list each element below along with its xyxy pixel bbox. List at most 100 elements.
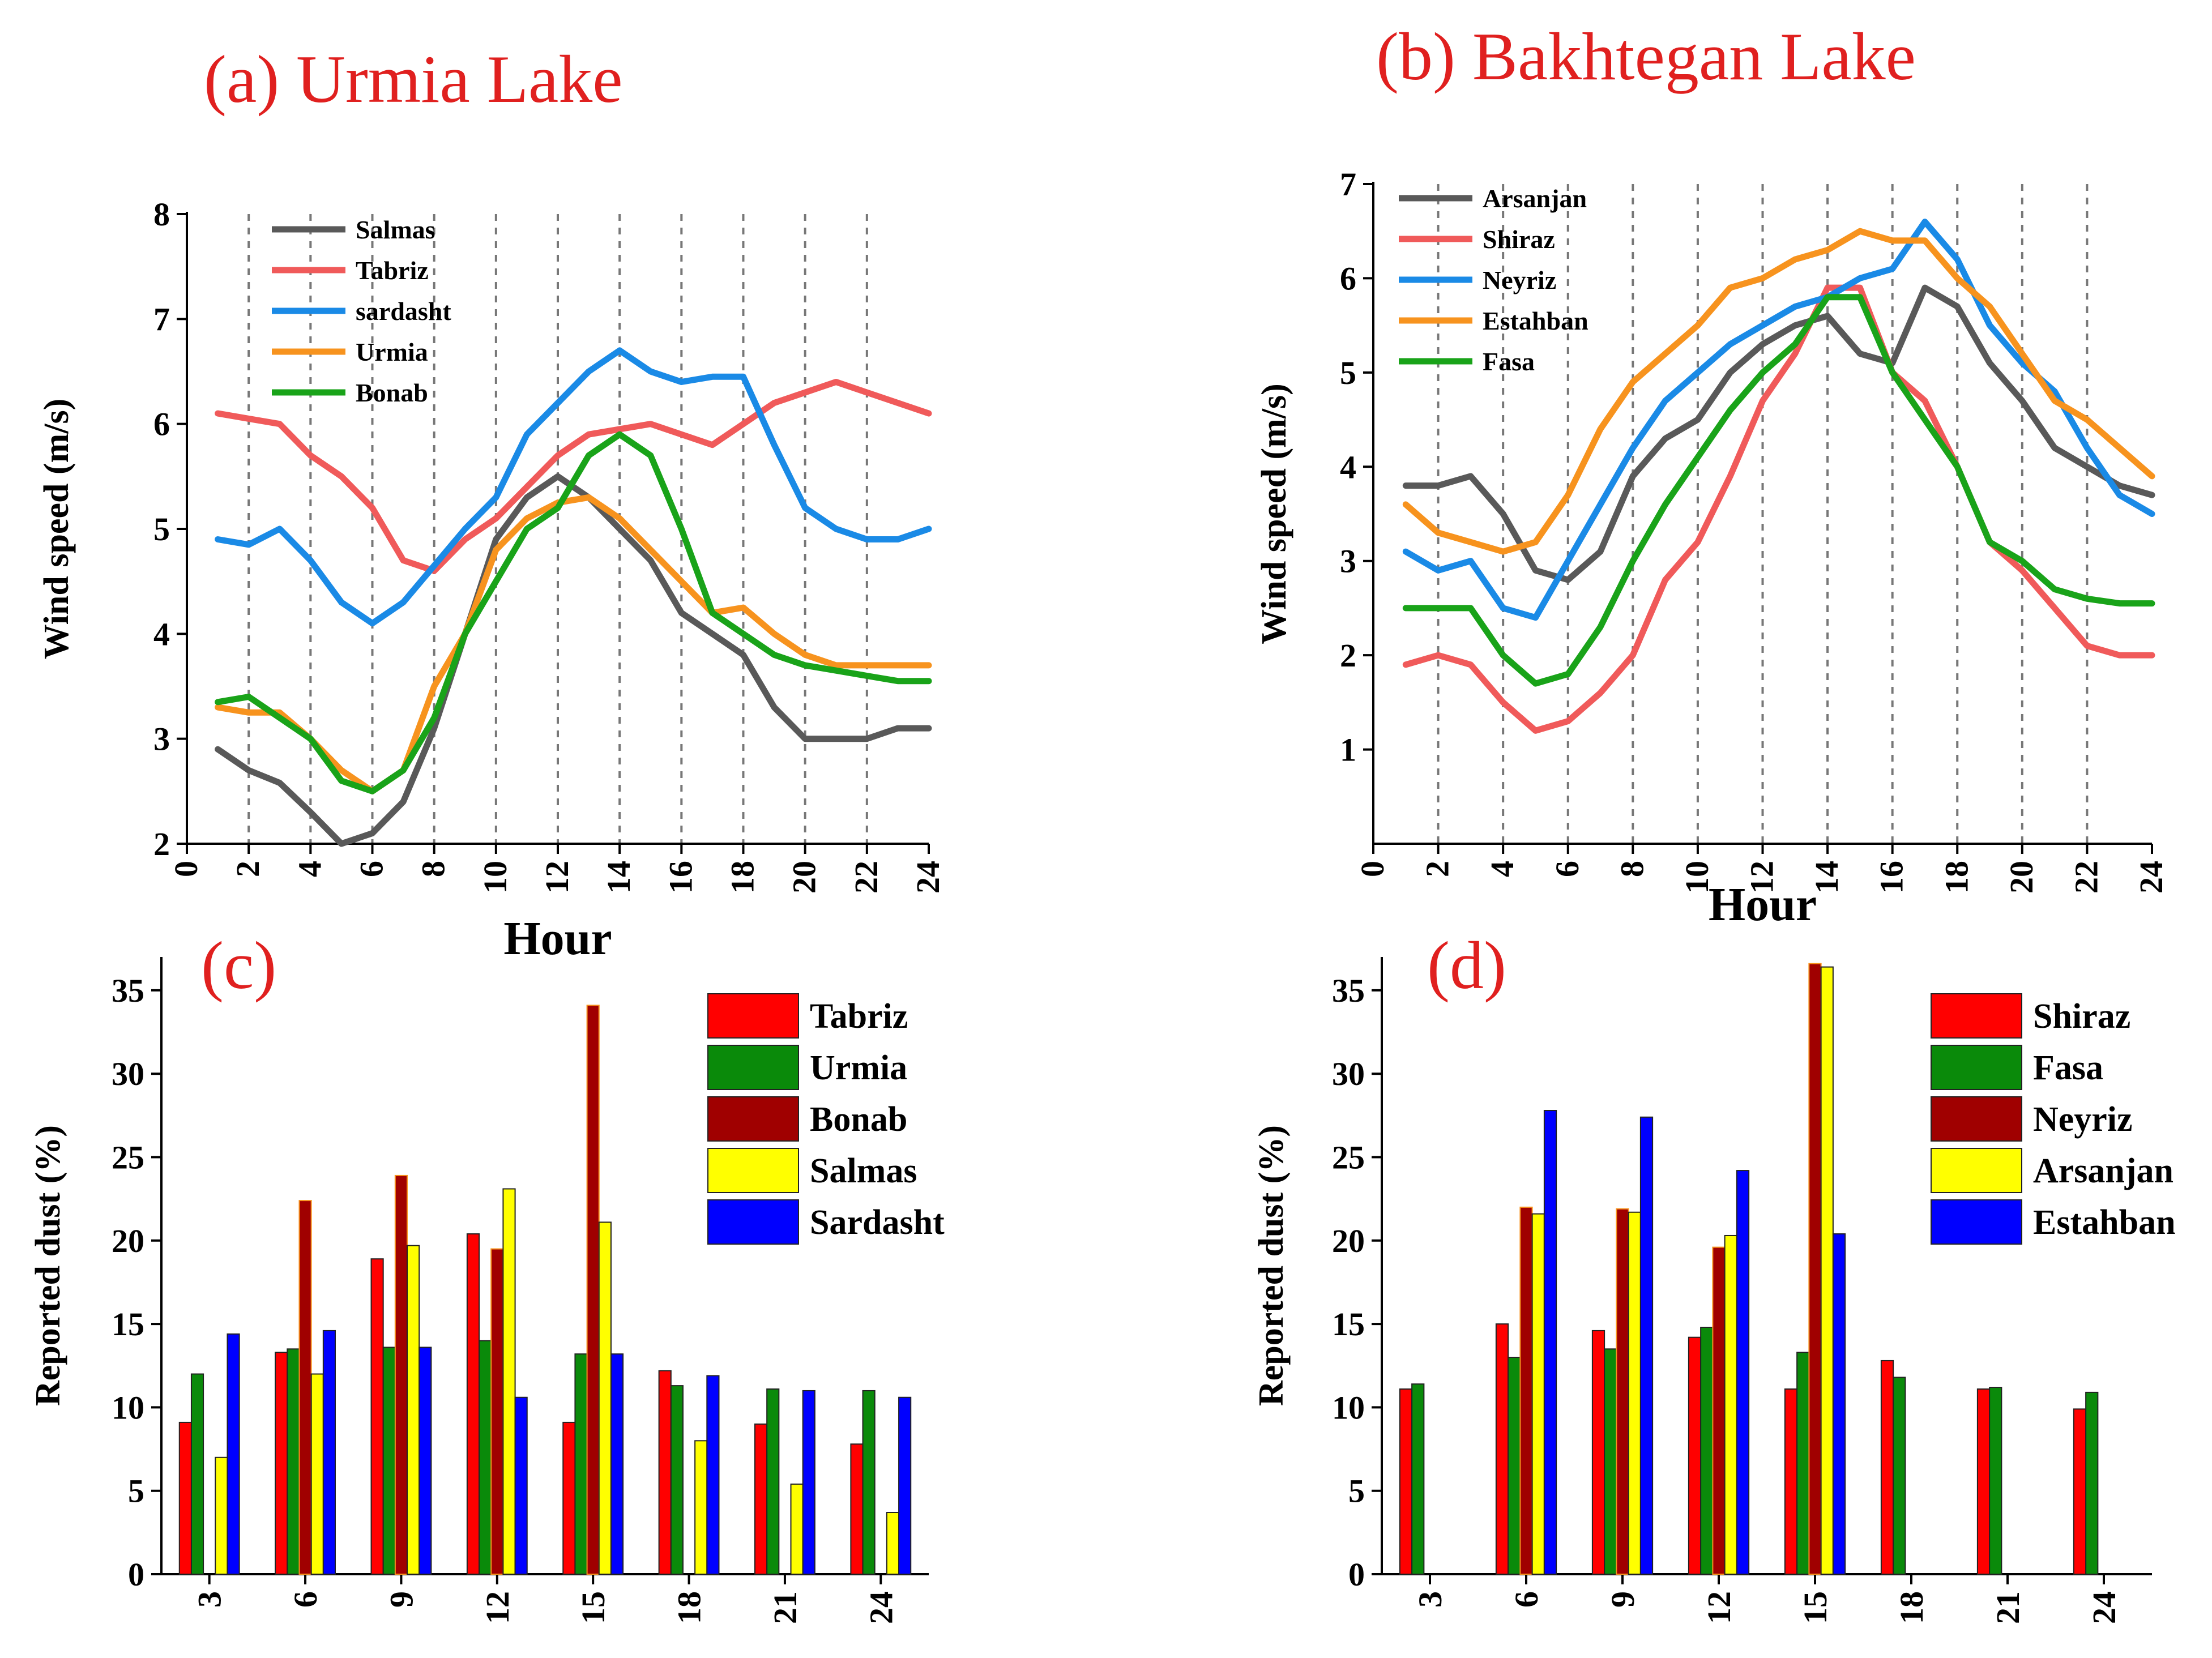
- panel-title: (d): [1427, 928, 1506, 1003]
- y-tick-label: 25: [1332, 1139, 1365, 1176]
- legend-label: Arsanjan: [1483, 184, 1587, 213]
- bar-fasa: [1700, 1327, 1714, 1575]
- bar-tabriz: [658, 1370, 672, 1575]
- bar-urmia: [479, 1340, 492, 1575]
- series-line-tabriz: [215, 379, 932, 574]
- x-tick-label: 12: [479, 1591, 516, 1624]
- x-tick-label: 21: [1989, 1591, 2026, 1624]
- bar-bonab: [298, 1200, 312, 1575]
- legend-swatch: [707, 1045, 799, 1090]
- bar-shiraz: [1784, 1388, 1798, 1575]
- x-axis-label: Hour: [503, 912, 612, 965]
- series-line-shiraz: [1402, 284, 2155, 734]
- bar-estahban: [1639, 1116, 1654, 1575]
- bar-salmas: [310, 1373, 324, 1575]
- y-tick-label: 1: [1340, 732, 1356, 768]
- bar-arsanjan: [1628, 1211, 1641, 1575]
- legend-label: Fasa: [2033, 1049, 2103, 1087]
- legend-swatch: [1931, 1148, 2022, 1193]
- x-tick-label: 16: [662, 861, 699, 894]
- series-line-sardasht: [215, 347, 932, 627]
- x-tick-label: 12: [1744, 861, 1780, 894]
- legend-label: Tabriz: [356, 256, 429, 285]
- y-axis-label: Reported dust (%): [1252, 1125, 1291, 1406]
- y-axis-label: Wind speed (m/s): [1255, 383, 1293, 644]
- bar-urmia: [190, 1373, 204, 1575]
- x-tick-label: 4: [1484, 861, 1521, 877]
- x-tick-label: 12: [539, 861, 575, 894]
- bar-fasa: [1604, 1348, 1617, 1575]
- y-tick-label: 35: [112, 972, 144, 1009]
- x-tick-label: 2: [1419, 861, 1456, 877]
- y-tick-label: 3: [153, 721, 170, 758]
- y-tick-label: 3: [1340, 543, 1356, 580]
- bar-fasa: [1796, 1352, 1810, 1575]
- bar-shiraz: [1880, 1360, 1894, 1575]
- legend-label: Salmas: [356, 215, 435, 244]
- bar-arsanjan: [1724, 1234, 1737, 1575]
- bar-arsanjan: [1820, 966, 1834, 1575]
- x-tick-label: 2: [229, 861, 266, 877]
- x-tick-label: 0: [168, 861, 204, 877]
- panel-title: (c): [201, 928, 276, 1003]
- y-axis-label: Reported dust (%): [29, 1125, 67, 1406]
- legend-label: sardasht: [356, 297, 451, 326]
- x-tick-label: 22: [2068, 861, 2104, 894]
- bar-urmia: [574, 1353, 588, 1575]
- y-tick-label: 15: [1332, 1306, 1365, 1343]
- legend-label: Bonab: [356, 378, 428, 407]
- bar-neyriz: [1808, 963, 1822, 1575]
- bar-shiraz: [1591, 1330, 1605, 1575]
- bar-urmia: [862, 1390, 876, 1575]
- x-tick-label: 18: [671, 1591, 708, 1624]
- bar-tabriz: [754, 1423, 768, 1575]
- bar-fasa: [1411, 1383, 1425, 1575]
- legend-swatch: [707, 993, 799, 1039]
- y-tick-label: 6: [1340, 260, 1356, 297]
- x-tick-label: 20: [2003, 861, 2040, 894]
- legend-swatch: [707, 1199, 799, 1245]
- y-tick-label: 7: [153, 301, 170, 337]
- bar-neyriz: [1519, 1206, 1533, 1575]
- bar-tabriz: [850, 1443, 864, 1575]
- bar-estahban: [1832, 1233, 1846, 1575]
- bar-shiraz: [1976, 1388, 1991, 1575]
- bar-bonab: [394, 1174, 408, 1575]
- bar-neyriz: [1616, 1208, 1629, 1575]
- x-tick-label: 10: [1679, 861, 1715, 894]
- x-tick-label: 10: [477, 861, 514, 894]
- legend-label: Bonab: [810, 1100, 907, 1139]
- legend-label: Neyriz: [1483, 266, 1556, 294]
- y-tick-label: 30: [112, 1056, 144, 1092]
- y-tick-label: 2: [1340, 637, 1356, 674]
- x-tick-label: 20: [786, 861, 823, 894]
- x-tick-label: 8: [415, 861, 452, 877]
- bar-sardasht: [802, 1390, 815, 1575]
- series-line-neyriz: [1402, 219, 2155, 621]
- series-line-arsanjan: [1402, 284, 2155, 583]
- legend-swatch: [1931, 1096, 2022, 1142]
- bar-salmas: [598, 1221, 612, 1575]
- x-tick-label: 24: [2086, 1591, 2123, 1624]
- bar-salmas: [407, 1245, 420, 1575]
- x-tick-label: 3: [191, 1591, 228, 1608]
- y-tick-label: 20: [112, 1223, 144, 1259]
- bar-fasa: [1893, 1377, 1906, 1575]
- y-tick-label: 5: [1348, 1473, 1365, 1510]
- legend-swatch: [1931, 993, 2022, 1039]
- legend-label: Arsanjan: [2033, 1152, 2173, 1190]
- series-line-bonab: [215, 431, 932, 794]
- panel-d: (d) 0 5 10 15 20 25 30 35 Reported dust (%) 3 6 9 12 1…: [1252, 928, 2176, 1624]
- bar-shiraz: [1495, 1323, 1509, 1575]
- y-tick-label: 5: [1340, 354, 1356, 391]
- legend-swatch: [1931, 1045, 2022, 1090]
- legend-label: Neyriz: [2033, 1100, 2133, 1139]
- y-tick-label: 10: [1332, 1389, 1365, 1426]
- bar-estahban: [1543, 1110, 1557, 1575]
- bar-tabriz: [466, 1233, 480, 1575]
- x-tick-label: 12: [1701, 1591, 1737, 1624]
- panel-c: (c) 0 5 10 15 20 25 30 35 Reported dust (%) 3 6 9 12 1…: [29, 928, 945, 1624]
- legend-label: Shiraz: [1483, 225, 1555, 254]
- x-tick-label: 4: [291, 861, 328, 877]
